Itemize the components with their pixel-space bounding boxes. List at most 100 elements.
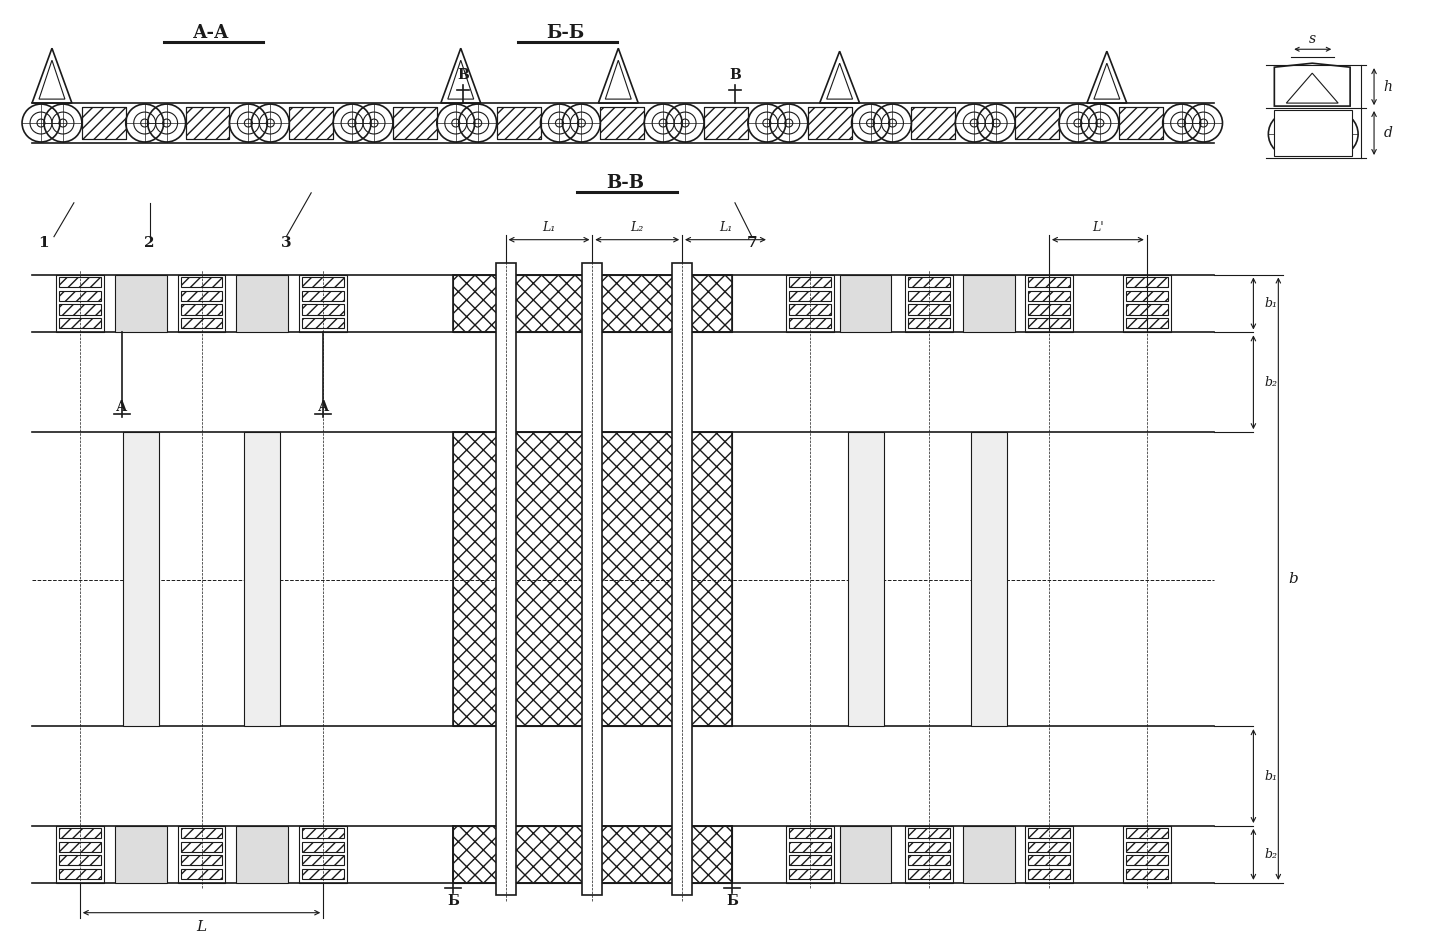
Bar [908, 828, 951, 838]
Bar [839, 826, 891, 883]
Text: L₂: L₂ [631, 221, 644, 235]
Bar [1123, 274, 1171, 333]
Bar [908, 855, 951, 866]
Text: b₂: b₂ [1266, 848, 1278, 861]
Bar [789, 855, 831, 866]
Bar [601, 107, 644, 139]
Text: b₂: b₂ [1266, 376, 1278, 389]
Bar [245, 432, 280, 726]
Text: В-В: В-В [606, 174, 645, 192]
Bar [1028, 304, 1070, 315]
Bar [302, 828, 345, 838]
Bar [56, 274, 104, 333]
Bar [789, 841, 831, 852]
Bar [908, 841, 951, 852]
Bar [971, 432, 1007, 726]
Bar [964, 274, 1015, 333]
Bar [393, 107, 436, 139]
Bar [1028, 855, 1070, 866]
Text: L: L [196, 919, 206, 934]
Bar [180, 869, 223, 879]
Bar [1028, 318, 1070, 329]
Bar [787, 274, 834, 333]
Bar [1015, 107, 1060, 139]
Text: Б: Б [726, 894, 738, 908]
Bar [1025, 826, 1072, 883]
Text: 3: 3 [280, 236, 292, 250]
Bar [123, 432, 159, 726]
Bar [704, 107, 748, 139]
Bar [59, 277, 102, 287]
Bar [236, 826, 289, 883]
Bar [908, 290, 951, 300]
Bar [911, 107, 955, 139]
Bar [302, 290, 345, 300]
Bar [453, 432, 732, 726]
Bar [1125, 841, 1168, 852]
Bar [59, 841, 102, 852]
Text: L': L' [1093, 221, 1104, 235]
Text: В: В [456, 68, 469, 82]
Text: L₁: L₁ [542, 221, 556, 235]
Bar [1118, 107, 1163, 139]
Bar [496, 107, 541, 139]
Bar [908, 869, 951, 879]
Text: L₁: L₁ [719, 221, 732, 235]
Bar [114, 274, 167, 333]
Bar [496, 263, 516, 895]
Text: 7: 7 [746, 236, 758, 250]
Bar [453, 274, 732, 333]
Bar [59, 869, 102, 879]
Bar [82, 107, 126, 139]
Bar [1125, 318, 1168, 329]
Bar [59, 290, 102, 300]
Text: Б: Б [446, 894, 459, 908]
Bar [1028, 290, 1070, 300]
Bar [299, 274, 347, 333]
Bar [180, 855, 223, 866]
Bar [302, 855, 345, 866]
Bar [1025, 274, 1072, 333]
Bar [302, 841, 345, 852]
Text: А: А [317, 400, 329, 414]
Bar [808, 107, 852, 139]
Bar [789, 290, 831, 300]
Bar [186, 107, 229, 139]
Bar [299, 826, 347, 883]
Bar [908, 277, 951, 287]
Bar [789, 869, 831, 879]
Bar [808, 107, 852, 139]
Bar [1028, 277, 1070, 287]
Bar [186, 107, 229, 139]
Bar [1125, 277, 1168, 287]
Bar [1028, 828, 1070, 838]
Bar [905, 274, 954, 333]
Bar [911, 107, 955, 139]
Bar [1015, 107, 1060, 139]
Bar [302, 869, 345, 879]
Text: b: b [1288, 572, 1298, 586]
Text: 1: 1 [39, 236, 49, 250]
Bar [177, 274, 226, 333]
Bar [848, 432, 884, 726]
Bar [453, 432, 732, 726]
Bar [180, 841, 223, 852]
Text: А: А [116, 400, 127, 414]
Bar [453, 826, 732, 883]
Bar [302, 318, 345, 329]
Bar [704, 107, 748, 139]
Text: d: d [1384, 126, 1393, 140]
Text: b₁: b₁ [1266, 297, 1278, 310]
Bar [905, 826, 954, 883]
Bar [82, 107, 126, 139]
Bar [236, 274, 289, 333]
Bar [1028, 869, 1070, 879]
Bar [59, 855, 102, 866]
Bar [908, 304, 951, 315]
Bar [839, 274, 891, 333]
Bar [59, 304, 102, 315]
Bar [1118, 107, 1163, 139]
Bar [1028, 841, 1070, 852]
Bar [1125, 304, 1168, 315]
Bar [180, 277, 223, 287]
